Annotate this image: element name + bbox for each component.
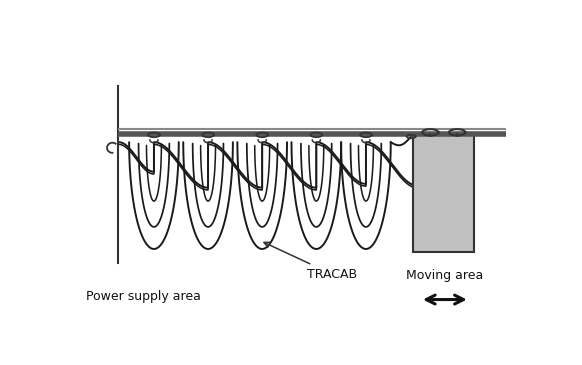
Text: TRACAB: TRACAB xyxy=(264,242,357,281)
Text: Power supply area: Power supply area xyxy=(86,290,201,303)
Bar xyxy=(413,134,474,252)
Text: Moving area: Moving area xyxy=(406,269,484,282)
